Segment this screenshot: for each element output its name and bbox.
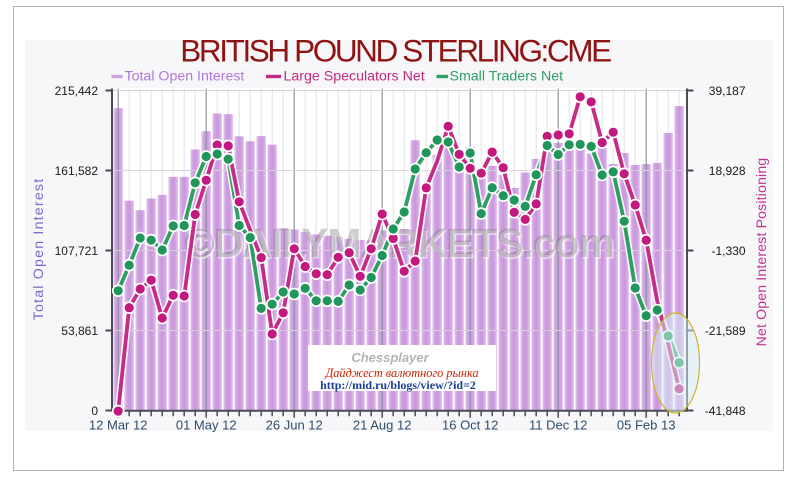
svg-text:BRITISH POUND STERLING:CME: BRITISH POUND STERLING:CME (180, 33, 611, 69)
svg-text:215,442: 215,442 (55, 84, 99, 98)
svg-text:0: 0 (91, 404, 98, 418)
svg-text:Total Open Interest: Total Open Interest (31, 178, 47, 321)
svg-text:161,582: 161,582 (55, 164, 99, 178)
svg-text:Small Traders Net: Small Traders Net (450, 69, 564, 85)
svg-text:18,928: 18,928 (709, 164, 746, 178)
svg-text:107,721: 107,721 (55, 244, 99, 258)
svg-text:11 Dec 12: 11 Dec 12 (529, 418, 587, 433)
svg-text:Дайджест валютного рынка: Дайджест валютного рынка (324, 366, 478, 380)
svg-text:53,861: 53,861 (61, 324, 98, 338)
svg-text:21 Aug 12: 21 Aug 12 (353, 418, 412, 433)
svg-text:-41,848: -41,848 (705, 404, 746, 418)
svg-text:01 May 12: 01 May 12 (176, 418, 237, 433)
svg-text:26 Jun 12: 26 Jun 12 (266, 418, 323, 433)
svg-text:16 Oct 12: 16 Oct 12 (442, 418, 498, 433)
svg-text:Net Open Interest Positioning: Net Open Interest Positioning (753, 158, 769, 347)
svg-text:Total Open Interest: Total Open Interest (125, 69, 245, 85)
svg-text:12 Mar 12: 12 Mar 12 (89, 418, 148, 433)
svg-text:http://mid.ru/blogs/view/?id=2: http://mid.ru/blogs/view/?id=2 (320, 378, 476, 392)
svg-text:Chessplayer: Chessplayer (351, 350, 429, 365)
svg-text:05 Feb 13: 05 Feb 13 (617, 418, 676, 433)
svg-text:-21,589: -21,589 (705, 324, 746, 338)
svg-text:Large Speculators Net: Large Speculators Net (284, 69, 425, 85)
svg-text:-1,330: -1,330 (711, 244, 745, 258)
svg-text:39,187: 39,187 (709, 84, 746, 98)
